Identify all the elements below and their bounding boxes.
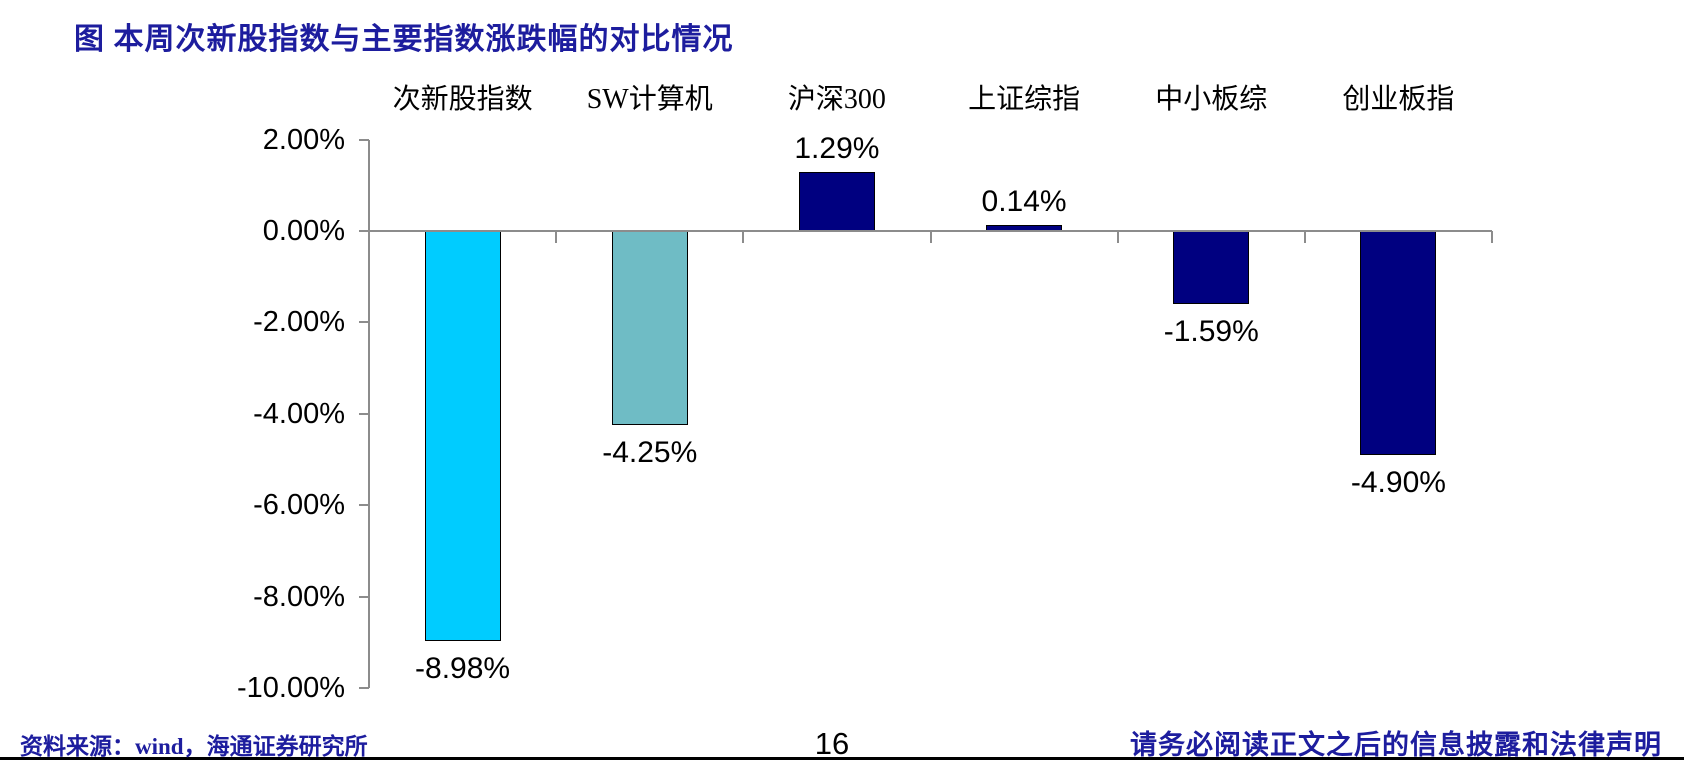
page-number: 16 <box>814 726 850 761</box>
y-axis-tick <box>359 504 369 507</box>
category-label: 沪深300 <box>787 84 886 115</box>
y-axis-tick <box>359 138 369 141</box>
category-label: SW计算机 <box>586 84 713 115</box>
y-axis-tick-label: 2.00% <box>262 123 345 156</box>
bar-value-label: 1.29% <box>794 132 880 166</box>
y-axis-tick-label: 0.00% <box>262 215 345 247</box>
bar-value-label: -1.59% <box>1163 314 1259 348</box>
category-label: 次新股指数 <box>392 84 533 115</box>
y-axis-tick-label: -6.00% <box>253 489 345 522</box>
y-axis-tick <box>359 321 369 324</box>
y-axis-line <box>368 139 370 688</box>
chart-bar <box>1360 231 1437 455</box>
chart-title: 图 本周次新股指数与主要指数涨跌幅的对比情况 <box>74 23 734 56</box>
x-axis-tick <box>742 231 745 243</box>
bar-value-label: 0.14% <box>981 184 1067 218</box>
y-axis-tick-label: -10.00% <box>236 672 345 704</box>
y-axis-tick-label: -2.00% <box>253 306 345 339</box>
chart-bar <box>798 172 875 231</box>
x-axis-tick <box>929 231 932 243</box>
x-axis-tick <box>368 231 370 243</box>
bar-value-label: -4.25% <box>602 436 698 470</box>
bar-value-label: -4.90% <box>1350 465 1446 499</box>
y-axis-tick-label: -4.00% <box>253 397 345 430</box>
data-source-note: 资料来源：wind，海通证券研究所 <box>20 734 368 759</box>
x-axis-tick <box>555 231 558 243</box>
legal-disclaimer-note: 请务必阅读正文之后的信息披露和法律声明 <box>1130 730 1662 760</box>
y-axis-tick <box>359 687 369 689</box>
y-axis-tick <box>359 230 369 232</box>
x-axis-tick <box>1491 231 1493 243</box>
y-axis-tick-label: -8.00% <box>253 580 345 613</box>
y-axis-tick <box>359 412 369 415</box>
category-label: 上证综指 <box>968 84 1081 115</box>
bar-value-label: -8.98% <box>415 652 511 686</box>
category-label: 创业板指 <box>1342 84 1455 115</box>
chart-bar <box>424 231 501 642</box>
x-axis-tick <box>1116 231 1119 243</box>
category-label: 中小板综 <box>1155 84 1268 115</box>
footer-divider <box>0 757 1684 760</box>
chart-bar <box>1173 231 1250 304</box>
x-axis-tick <box>1303 231 1306 243</box>
y-axis-tick <box>359 595 369 598</box>
chart-bar <box>611 231 688 426</box>
